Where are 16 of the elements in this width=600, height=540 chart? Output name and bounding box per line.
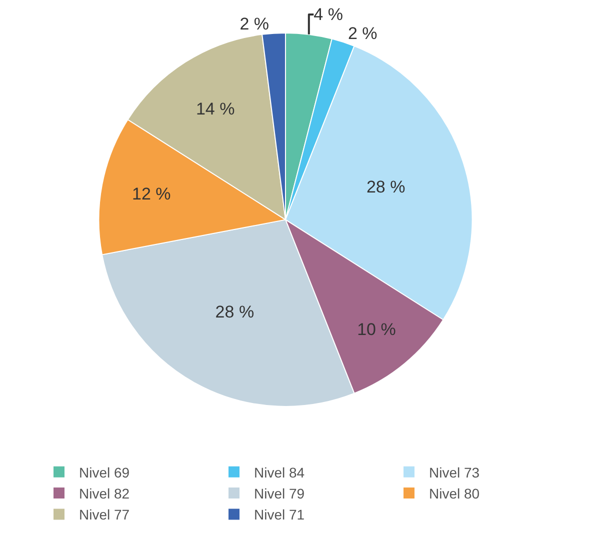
legend-label: Nivel 84 xyxy=(254,464,305,480)
data-label: 4 % xyxy=(314,4,343,24)
data-label: 12 % xyxy=(132,184,171,204)
legend-label: Nivel 73 xyxy=(429,464,480,480)
legend-label: Nivel 82 xyxy=(79,486,130,502)
data-label: 28 % xyxy=(366,178,406,197)
legend-label: Nivel 80 xyxy=(429,486,480,502)
legend-label: Nivel 77 xyxy=(79,506,130,523)
legend-label: Nivel 79 xyxy=(254,486,305,502)
data-label: 28 % xyxy=(215,302,254,322)
data-label: 2 % xyxy=(348,24,378,43)
data-label: 10 % xyxy=(357,320,396,340)
legend-label: Nivel 71 xyxy=(254,506,305,523)
legend-label: Nivel 69 xyxy=(79,464,130,480)
data-label: 2 % xyxy=(240,14,270,34)
data-label: 14 % xyxy=(196,100,235,119)
